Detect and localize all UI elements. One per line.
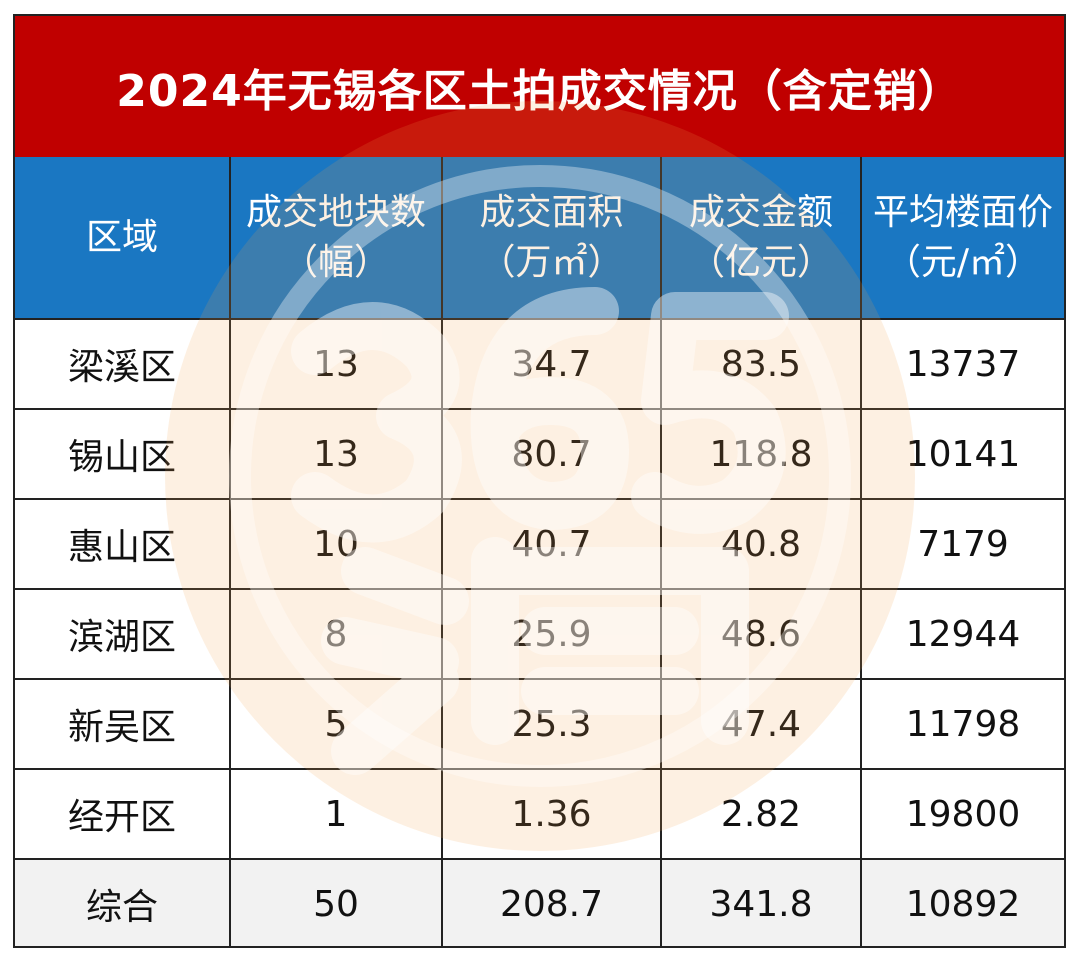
cell-area: 80.7 [442, 409, 662, 500]
cell-district: 梁溪区 [15, 319, 231, 410]
total-row: 综合 50 208.7 341.8 10892 [15, 859, 1064, 946]
header-row: 区域 成交地块数 （幅） 成交面积 （万㎡） 成交金额 （亿元） 平均楼面价 （元/㎡） [15, 157, 1064, 320]
report-table-frame: 2024年无锡各区土拍成交情况（含定销） 区域 成交地块数 （幅） 成交面积 （万㎡… [13, 14, 1066, 948]
cell-amount: 47.4 [661, 679, 862, 770]
cell-price: 12944 [861, 589, 1064, 680]
cell-price: 10141 [861, 409, 1064, 500]
cell-amount: 48.6 [661, 589, 862, 680]
cell-plots: 13 [230, 409, 443, 500]
cell-area: 208.7 [442, 859, 662, 946]
header-area: 成交面积 （万㎡） [442, 157, 662, 320]
cell-price: 11798 [861, 679, 1064, 770]
cell-price: 19800 [861, 769, 1064, 860]
table-title: 2024年无锡各区土拍成交情况（含定销） [15, 16, 1064, 157]
cell-plots: 8 [230, 589, 443, 680]
cell-plots: 1 [230, 769, 443, 860]
cell-plots: 13 [230, 319, 443, 410]
cell-area: 34.7 [442, 319, 662, 410]
table-row: 新吴区 5 25.3 47.4 11798 [15, 679, 1064, 770]
table-row: 锡山区 13 80.7 118.8 10141 [15, 409, 1064, 500]
table-row: 惠山区 10 40.7 40.8 7179 [15, 499, 1064, 590]
header-price: 平均楼面价 （元/㎡） [861, 157, 1064, 320]
cell-price: 13737 [861, 319, 1064, 410]
header-plots: 成交地块数 （幅） [230, 157, 443, 320]
cell-district: 惠山区 [15, 499, 231, 590]
cell-price: 7179 [861, 499, 1064, 590]
cell-price: 10892 [861, 859, 1064, 946]
cell-amount: 2.82 [661, 769, 862, 860]
table-row: 经开区 1 1.36 2.82 19800 [15, 769, 1064, 860]
cell-area: 1.36 [442, 769, 662, 860]
cell-plots: 5 [230, 679, 443, 770]
table-row: 滨湖区 8 25.9 48.6 12944 [15, 589, 1064, 680]
cell-amount: 341.8 [661, 859, 862, 946]
land-auction-table: 区域 成交地块数 （幅） 成交面积 （万㎡） 成交金额 （亿元） 平均楼面价 （元/㎡）… [15, 157, 1064, 946]
cell-plots: 10 [230, 499, 443, 590]
cell-district: 锡山区 [15, 409, 231, 500]
cell-district: 综合 [15, 859, 231, 946]
cell-district: 新吴区 [15, 679, 231, 770]
cell-area: 40.7 [442, 499, 662, 590]
cell-amount: 118.8 [661, 409, 862, 500]
header-amount: 成交金额 （亿元） [661, 157, 862, 320]
cell-amount: 83.5 [661, 319, 862, 410]
cell-plots: 50 [230, 859, 443, 946]
cell-amount: 40.8 [661, 499, 862, 590]
cell-area: 25.9 [442, 589, 662, 680]
cell-district: 滨湖区 [15, 589, 231, 680]
header-district: 区域 [15, 157, 231, 320]
cell-area: 25.3 [442, 679, 662, 770]
cell-district: 经开区 [15, 769, 231, 860]
table-row: 梁溪区 13 34.7 83.5 13737 [15, 319, 1064, 410]
